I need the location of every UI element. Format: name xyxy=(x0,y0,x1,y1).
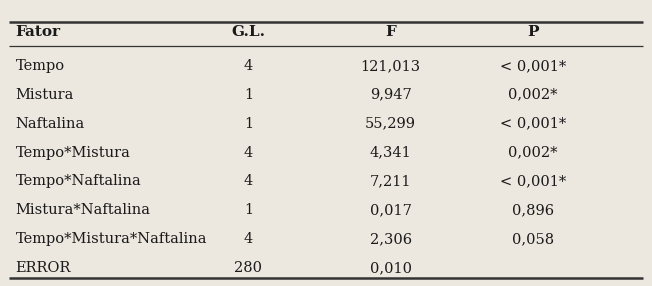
Text: F: F xyxy=(385,25,396,39)
Text: 1: 1 xyxy=(244,117,253,131)
Text: 1: 1 xyxy=(244,203,253,217)
Text: 121,013: 121,013 xyxy=(361,59,421,73)
Text: Mistura*Naftalina: Mistura*Naftalina xyxy=(16,203,151,217)
Text: 0,002*: 0,002* xyxy=(508,88,557,102)
Text: 2,306: 2,306 xyxy=(370,232,411,246)
Text: < 0,001*: < 0,001* xyxy=(499,59,566,73)
Text: Tempo: Tempo xyxy=(16,59,65,73)
Text: 4: 4 xyxy=(244,146,253,160)
Text: Naftalina: Naftalina xyxy=(16,117,85,131)
Text: 4,341: 4,341 xyxy=(370,146,411,160)
Text: 0,010: 0,010 xyxy=(370,261,411,275)
Text: 0,002*: 0,002* xyxy=(508,146,557,160)
Text: P: P xyxy=(527,25,539,39)
Text: 55,299: 55,299 xyxy=(365,117,416,131)
Text: 9,947: 9,947 xyxy=(370,88,411,102)
Text: < 0,001*: < 0,001* xyxy=(499,174,566,188)
Text: ERROR: ERROR xyxy=(16,261,71,275)
Text: Tempo*Mistura*Naftalina: Tempo*Mistura*Naftalina xyxy=(16,232,207,246)
Text: Mistura: Mistura xyxy=(16,88,74,102)
Text: 1: 1 xyxy=(244,88,253,102)
Text: 4: 4 xyxy=(244,232,253,246)
Text: Tempo*Mistura: Tempo*Mistura xyxy=(16,146,130,160)
Text: Fator: Fator xyxy=(16,25,61,39)
Text: 0,058: 0,058 xyxy=(512,232,554,246)
Text: 7,211: 7,211 xyxy=(370,174,411,188)
Text: 0,896: 0,896 xyxy=(512,203,554,217)
Text: 4: 4 xyxy=(244,59,253,73)
Text: Tempo*Naftalina: Tempo*Naftalina xyxy=(16,174,141,188)
Text: G.L.: G.L. xyxy=(231,25,265,39)
Text: 4: 4 xyxy=(244,174,253,188)
Text: < 0,001*: < 0,001* xyxy=(499,117,566,131)
Text: 280: 280 xyxy=(235,261,262,275)
Text: 0,017: 0,017 xyxy=(370,203,411,217)
